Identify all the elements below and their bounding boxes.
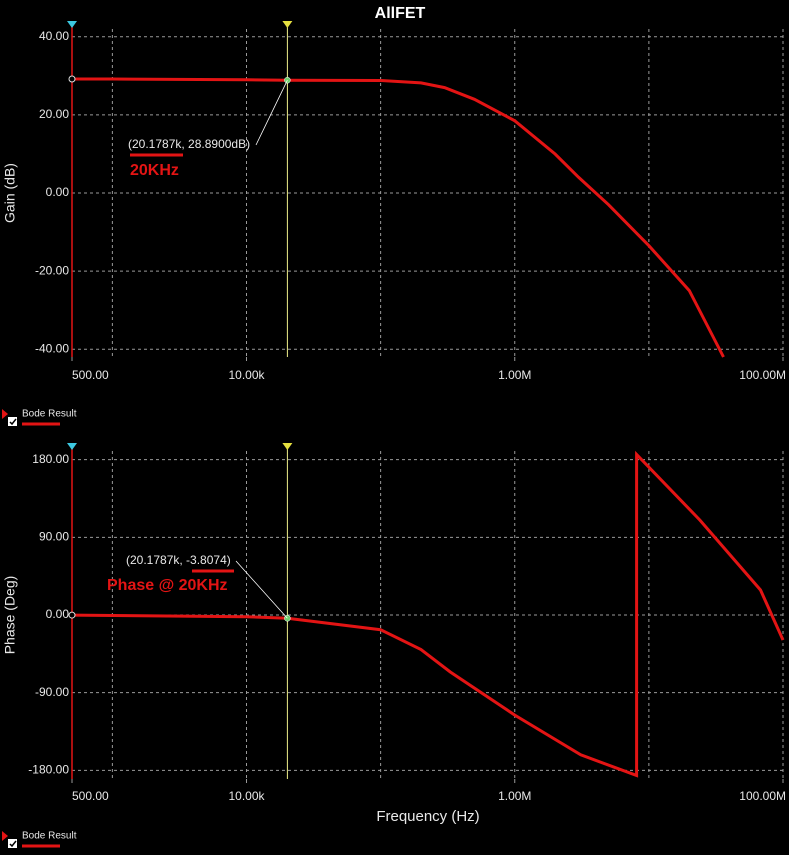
y-tick-label: 20.00 [39, 107, 69, 121]
y-tick-label: -90.00 [35, 685, 69, 699]
x-tick-label: 1.00M [498, 789, 531, 803]
y-tick-label: 0.00 [46, 607, 70, 621]
y-tick-label: -20.00 [35, 263, 69, 277]
x-tick-label: 1.00M [498, 368, 531, 382]
legend-checkbox [8, 417, 17, 426]
x-tick-label: 500.00 [72, 368, 109, 382]
x-tick-label: 100.00M [739, 789, 786, 803]
annotation: 20KHz [130, 162, 179, 179]
x-tick-label: 10.00k [228, 789, 265, 803]
x-tick-label: 100.00M [739, 368, 786, 382]
y-tick-label: -180.00 [28, 763, 69, 777]
legend-checkbox [8, 839, 17, 848]
y-axis-label: Phase (Deg) [2, 576, 18, 655]
legend-arrow [2, 831, 8, 841]
cursor-a-point [68, 75, 76, 83]
cursor-a-flag [67, 443, 77, 450]
callout-line [255, 80, 288, 146]
y-tick-label: 0.00 [46, 185, 70, 199]
annotation: Phase @ 20KHz [107, 577, 228, 594]
x-tick-label: 500.00 [72, 789, 109, 803]
legend-arrow [2, 409, 8, 419]
x-axis-label: Frequency (Hz) [376, 808, 479, 825]
y-tick-label: -40.00 [35, 341, 69, 355]
chart-title: AllFET [375, 5, 426, 22]
cursor-label: (20.1787k, -3.8074) [126, 553, 231, 567]
legend-label: Bode Result [22, 831, 77, 842]
cursor-b-flag [282, 443, 293, 450]
legend-label: Bode Result [22, 409, 77, 420]
callout-line [235, 560, 288, 619]
cursor-a-flag [67, 21, 77, 28]
cursor-b-flag [282, 21, 293, 28]
y-tick-label: 180.00 [32, 452, 69, 466]
legend-check [9, 840, 17, 848]
y-axis-label: Gain (dB) [2, 163, 18, 223]
y-tick-label: 90.00 [39, 529, 69, 543]
y-tick-label: 40.00 [39, 29, 69, 43]
x-tick-label: 10.00k [228, 368, 265, 382]
cursor-label: (20.1787k, 28.8900dB) [128, 137, 250, 151]
series-line [72, 77, 725, 358]
legend-check [9, 418, 17, 426]
cursor-a-point [68, 611, 76, 619]
